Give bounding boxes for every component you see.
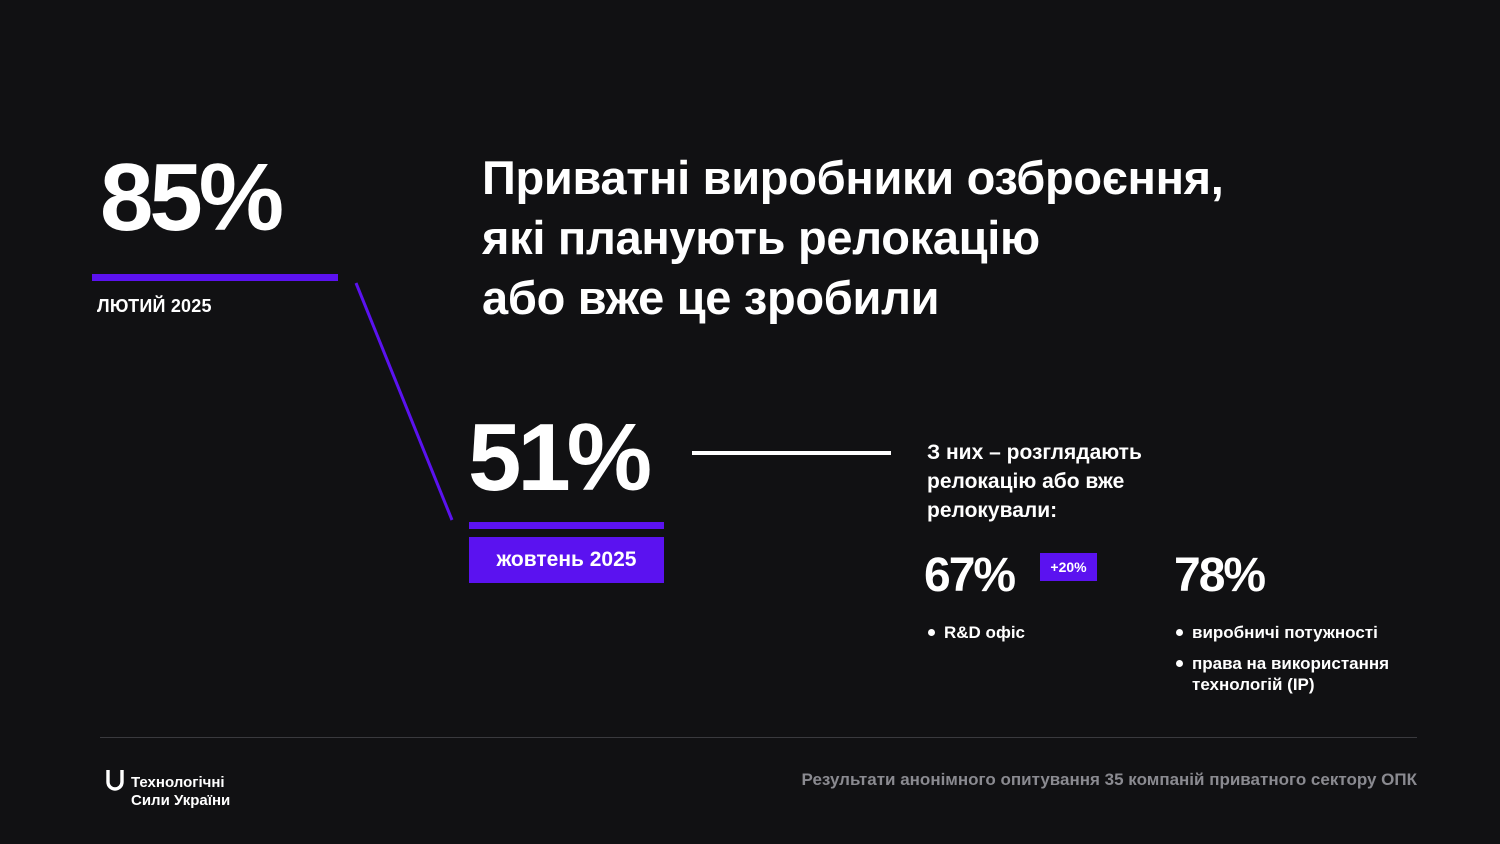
breakdown-value-rd: 67%: [924, 549, 1016, 602]
breakdown-list-rd: R&D офіс: [926, 622, 1156, 653]
bullet-dot-icon: [1176, 660, 1183, 667]
change-badge: +20%: [1040, 553, 1097, 581]
list-item-text: права на використання технологій (IP): [1192, 654, 1390, 694]
stat-october-underline: [469, 522, 664, 529]
list-item-text: виробничі потужності: [1192, 623, 1378, 642]
list-item: права на використання технологій (IP): [1174, 653, 1424, 695]
list-item-text: R&D офіс: [944, 623, 1025, 642]
horizontal-connector: [692, 451, 891, 455]
list-item: R&D офіс: [926, 622, 1156, 643]
logo-wordmark: Технологічні Сили України: [131, 774, 231, 809]
stat-october-label: жовтень 2025: [469, 537, 664, 583]
breakdown-list-production: виробничі потужності права на використан…: [1174, 622, 1424, 705]
bullet-dot-icon: [1176, 629, 1183, 636]
footer-divider: [100, 737, 1417, 738]
stat-february-underline: [92, 274, 338, 281]
stat-october-value: 51%: [468, 404, 652, 511]
footnote: Результати анонімного опитування 35 комп…: [801, 770, 1417, 789]
stat-february-value: 85%: [100, 144, 284, 251]
stat-february-label: ЛЮТИЙ 2025: [97, 296, 212, 316]
breakdown-value-production: 78%: [1174, 549, 1266, 602]
u-logo-icon: [106, 770, 124, 791]
bullet-dot-icon: [928, 629, 935, 636]
headline: Приватні виробники озброєння, які планую…: [482, 151, 1224, 324]
list-item: виробничі потужності: [1174, 622, 1424, 643]
breakdown-intro: З них – розглядають релокацію або вже ре…: [927, 441, 1142, 522]
